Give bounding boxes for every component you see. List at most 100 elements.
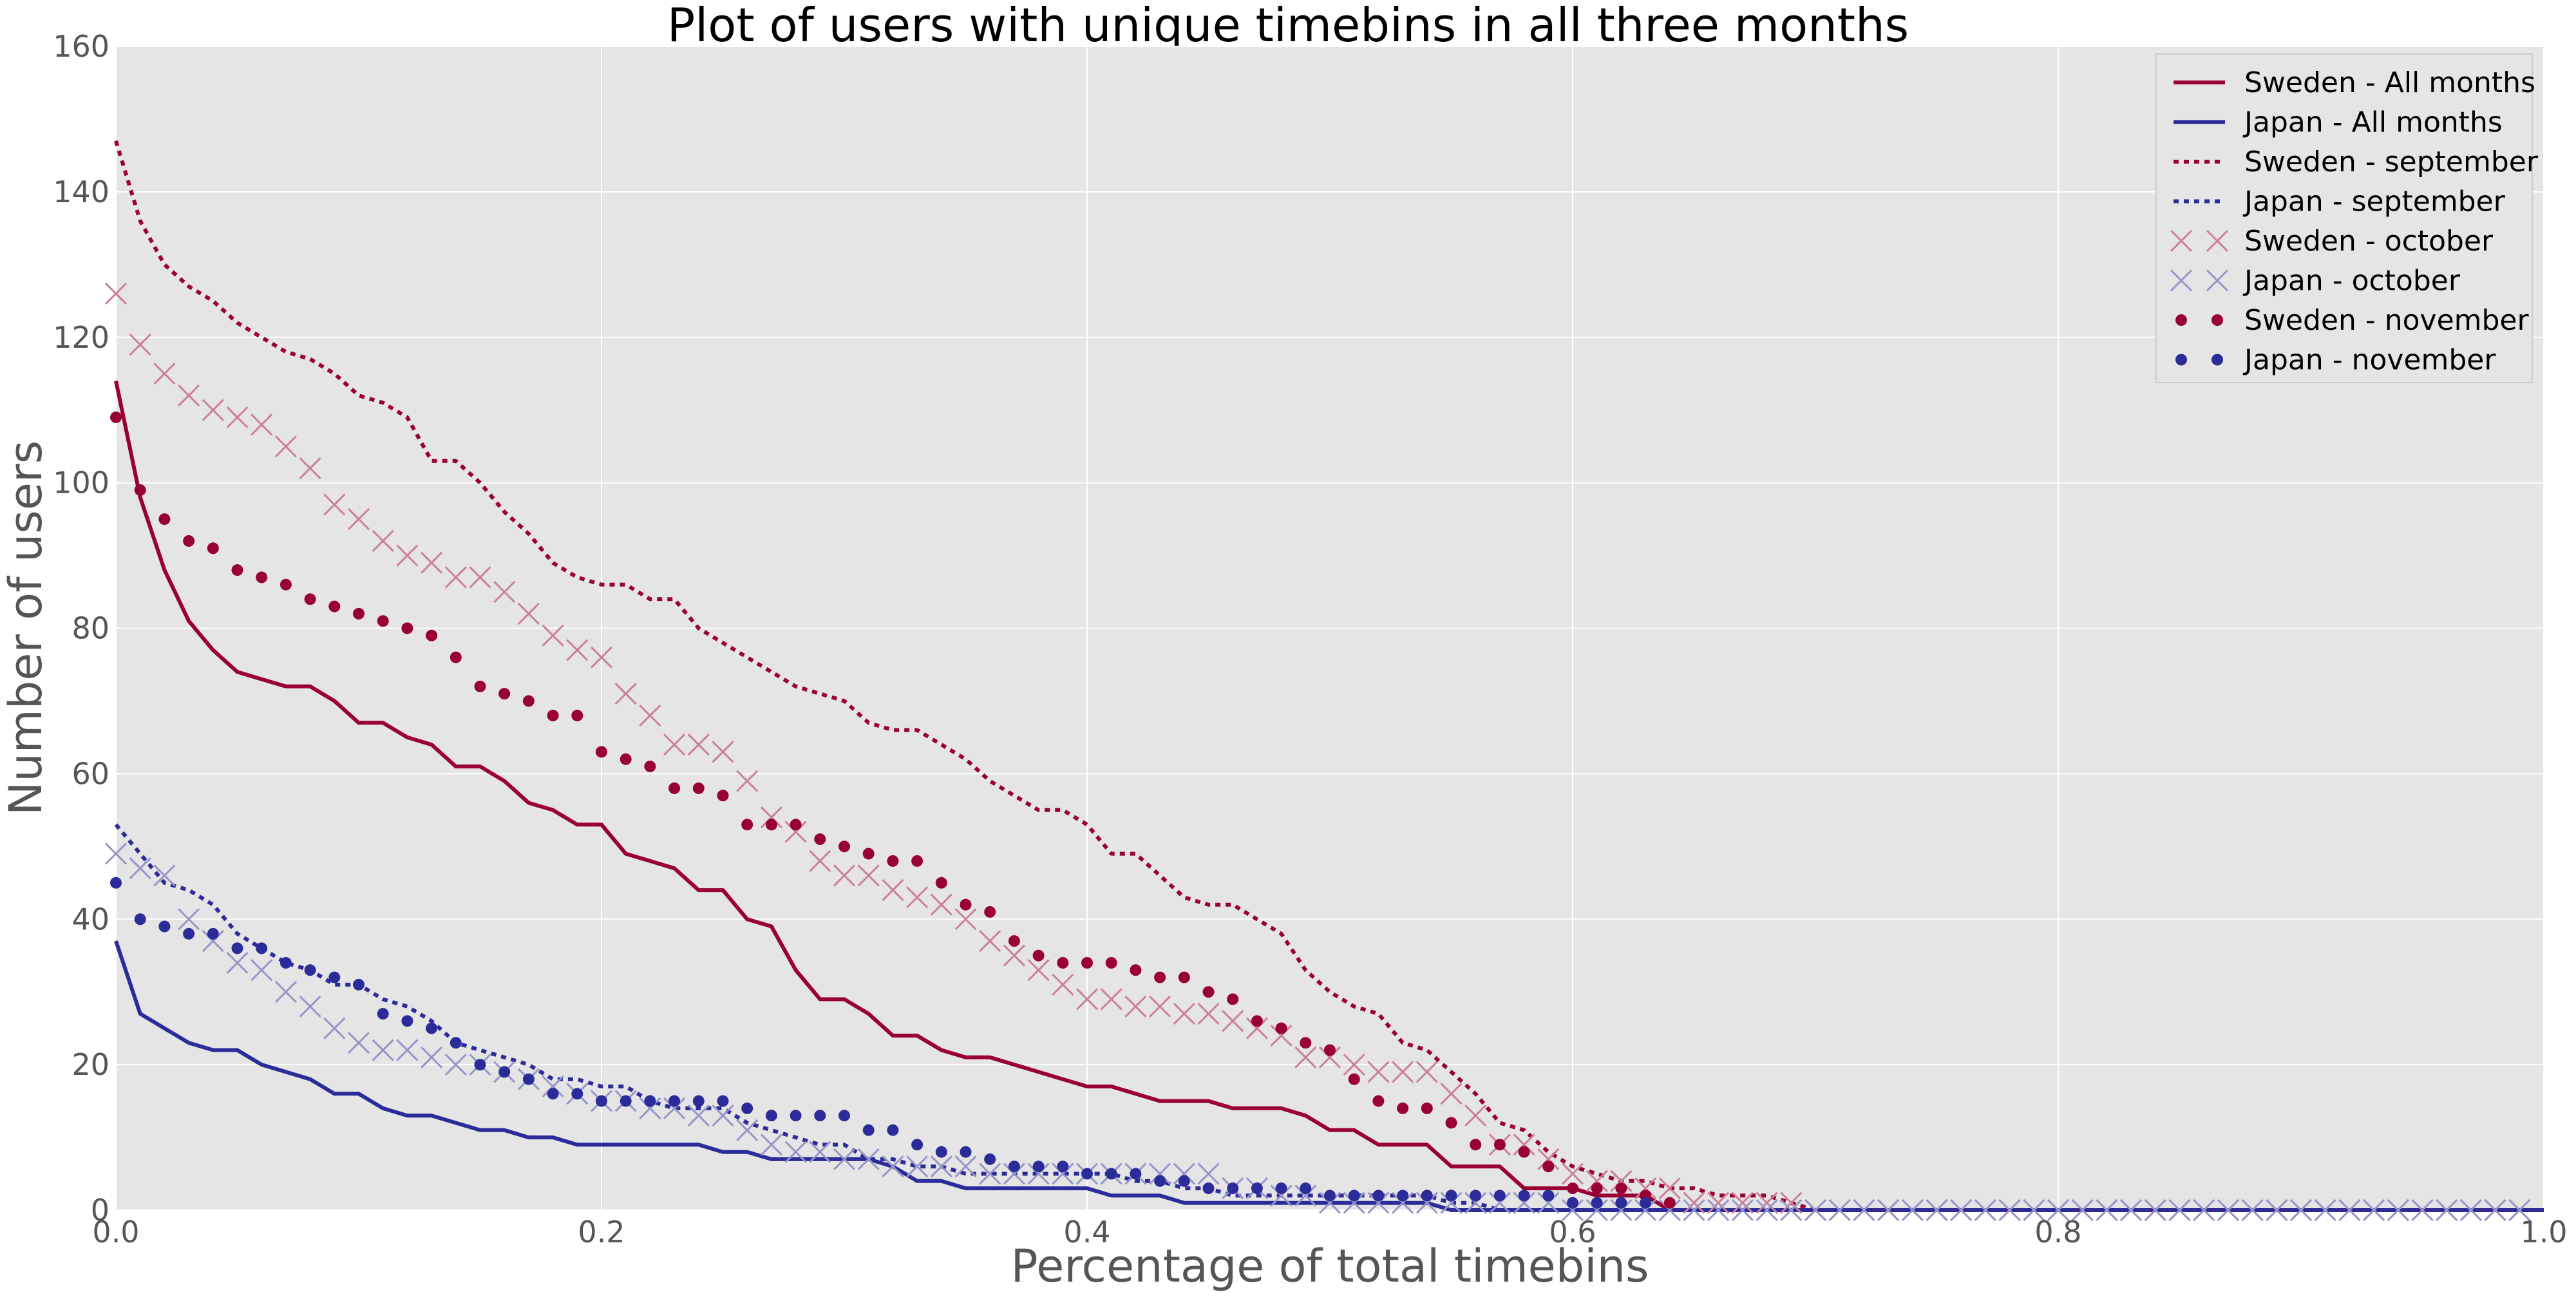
data-point-japan-november [1397,1190,1409,1202]
x-marker-stroke [2266,1199,2288,1222]
data-point-sweden-november [790,819,802,831]
x-marker-stroke [833,864,856,887]
data-point-sweden-october [833,864,856,887]
gridlines [115,46,2544,1211]
legend-swatch [2211,314,2223,326]
data-point-japan-october [1756,1199,1778,1222]
data-point-sweden-october [1245,1017,1268,1039]
data-point-japan-october [104,842,128,865]
data-point-japan-october [444,1054,467,1076]
data-point-japan-november [1567,1197,1578,1209]
legend-item-japan-october: Japan - october [2170,265,2461,298]
data-point-japan-october [906,1155,929,1178]
x-marker-stroke [614,683,637,705]
data-point-japan-november [1227,1182,1239,1195]
x-tick-label: 1.0 [2520,1215,2567,1249]
data-point-japan-november [571,1088,583,1100]
x-marker-stroke [1343,1054,1365,1076]
data-point-sweden-october [882,879,904,902]
data-point-sweden-october [1075,988,1099,1010]
x-marker-stroke [1707,1191,1730,1214]
data-point-japan-november [1057,1161,1069,1173]
data-point-sweden-october [1367,1061,1390,1083]
data-point-japan-october [954,1155,977,1178]
data-point-japan-november [1591,1197,1603,1209]
data-point-sweden-october [1586,1170,1608,1192]
x-marker-stroke [1392,1061,1414,1083]
x-marker-stroke [1950,1199,1973,1222]
data-point-japan-october [1027,1162,1050,1185]
data-point-sweden-november [547,710,559,722]
data-point-japan-november [256,942,268,954]
x-tick-label: 0.4 [1063,1215,1110,1249]
data-point-sweden-october [590,646,613,668]
x-marker-stroke [1586,1170,1608,1192]
data-point-japan-november [596,1095,607,1107]
data-point-japan-november [353,978,365,991]
data-point-japan-november [231,942,243,954]
x-marker-stroke [1416,1191,1438,1214]
x-marker-stroke [274,981,297,1003]
data-point-japan-november [1542,1190,1555,1202]
x-marker-stroke [2484,1199,2506,1222]
data-point-sweden-november [304,593,316,605]
x-marker-stroke [1586,1199,1608,1222]
x-marker-stroke [1149,1162,1171,1185]
data-point-japan-november [1372,1190,1385,1202]
y-axis-title: Number of users [0,441,52,815]
x-marker-stroke [2508,1199,2531,1222]
x-marker-stroke [1488,1191,1511,1214]
x-marker-stroke [1245,1017,1268,1039]
data-point-japan-november [547,1088,559,1100]
legend-swatch [2175,354,2187,366]
data-point-sweden-november [911,855,923,867]
x-marker-stroke [687,1105,710,1127]
legend-label: Sweden - september [2244,146,2539,178]
legend-item-japan-all-months: Japan - All months [2174,106,2503,139]
legend-swatch [2206,269,2229,292]
y-tick-label: 0 [91,1193,109,1228]
x-axis-title: Percentage of total timebins [1011,1240,1649,1293]
x-marker-stroke [1294,1184,1317,1207]
legend-swatch [2206,229,2229,252]
x-marker-stroke [2144,1199,2166,1222]
data-point-japan-october [2387,1199,2409,1222]
data-point-sweden-november [450,651,462,663]
data-point-sweden-november [110,411,122,423]
x-marker-stroke [2363,1199,2385,1222]
data-point-japan-november [474,1059,486,1071]
x-marker-stroke [979,1162,1001,1185]
data-point-sweden-november [1057,957,1069,969]
data-point-japan-october [979,1162,1001,1185]
data-point-japan-november [110,877,122,889]
data-point-japan-november [328,971,341,983]
x-marker-stroke [1197,1162,1220,1185]
series-japan-september [114,823,2544,1212]
legend-item-sweden-november: Sweden - november [2175,304,2530,337]
x-marker-stroke [517,602,540,625]
data-point-sweden-october [1440,1083,1463,1105]
x-marker-stroke [784,820,807,843]
data-point-sweden-october [251,413,273,436]
x-marker-stroke [153,363,176,385]
x-marker-stroke [299,457,321,480]
data-point-sweden-october [542,624,564,647]
data-point-sweden-november [183,535,195,547]
legend-label: Japan - november [2242,344,2496,377]
legend-label: Japan - september [2242,185,2506,218]
data-point-japan-october [784,1141,807,1163]
data-point-japan-november [935,1146,947,1158]
legend-label: Japan - october [2242,265,2461,298]
x-marker-stroke [1853,1199,1875,1222]
data-point-sweden-october [153,363,176,385]
data-point-japan-october [2459,1199,2482,1222]
x-marker-stroke [954,908,977,931]
x-marker-stroke [1561,1199,1584,1222]
x-marker-stroke [372,1039,394,1061]
x-marker-stroke [1173,1003,1195,1025]
data-point-sweden-october [323,493,346,516]
x-marker-stroke [2289,1199,2313,1222]
x-marker-stroke [1318,1046,1341,1068]
data-point-japan-october [1270,1184,1293,1207]
data-point-japan-october [347,1032,370,1054]
